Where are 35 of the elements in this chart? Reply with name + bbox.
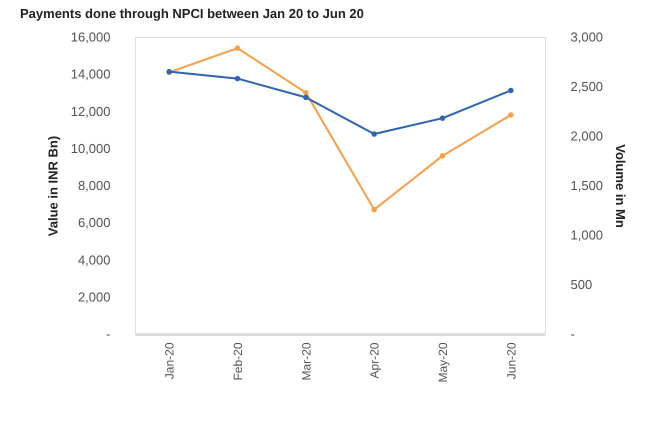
y-tick-label: 10,000 xyxy=(70,140,110,156)
y2-tick-label: 500 xyxy=(570,277,592,292)
y2-tick-label: 1,000 xyxy=(570,228,604,242)
point xyxy=(371,131,377,137)
y-tick-label: 6,000 xyxy=(78,215,110,230)
point xyxy=(234,76,240,82)
y-tick-label: 4,000 xyxy=(78,252,110,268)
y-tick-label: 8,000 xyxy=(78,178,110,193)
point xyxy=(371,206,377,212)
point xyxy=(303,90,309,96)
chart-title: Payments done through NPCI between Jan 20 to Jun 20 xyxy=(20,6,364,21)
point xyxy=(508,88,514,94)
y2-tick-label: 1,500 xyxy=(570,178,604,193)
x-tick-label: Jun-20 xyxy=(504,342,518,380)
y2-axis-title: Volume in Mn xyxy=(613,144,628,228)
y2-tick-label: 2,000 xyxy=(570,128,604,144)
point xyxy=(303,94,309,100)
x-tick-label: Feb-20 xyxy=(231,342,245,381)
y2-tick-label: - xyxy=(570,326,575,342)
y-tick-label: 16,000 xyxy=(70,30,110,44)
y-tick-label: 14,000 xyxy=(70,66,110,82)
x-tick-label: Jan-20 xyxy=(162,342,177,380)
point xyxy=(508,112,514,118)
y2-tick-label: 2,500 xyxy=(570,79,604,94)
point xyxy=(440,115,446,121)
y2-tick-label: 3,000 xyxy=(570,30,604,44)
y-tick-label: - xyxy=(106,326,110,342)
y-tick-label: 12,000 xyxy=(70,104,110,119)
point xyxy=(440,153,446,159)
x-tick-label: Mar-20 xyxy=(299,342,314,381)
point xyxy=(234,45,240,51)
x-tick-label: Apr-20 xyxy=(368,342,382,379)
y-tick-label: 2,000 xyxy=(78,289,110,304)
x-tick-label: May-20 xyxy=(436,342,450,383)
y-axis-title: Value in INR Bn) xyxy=(46,136,61,236)
